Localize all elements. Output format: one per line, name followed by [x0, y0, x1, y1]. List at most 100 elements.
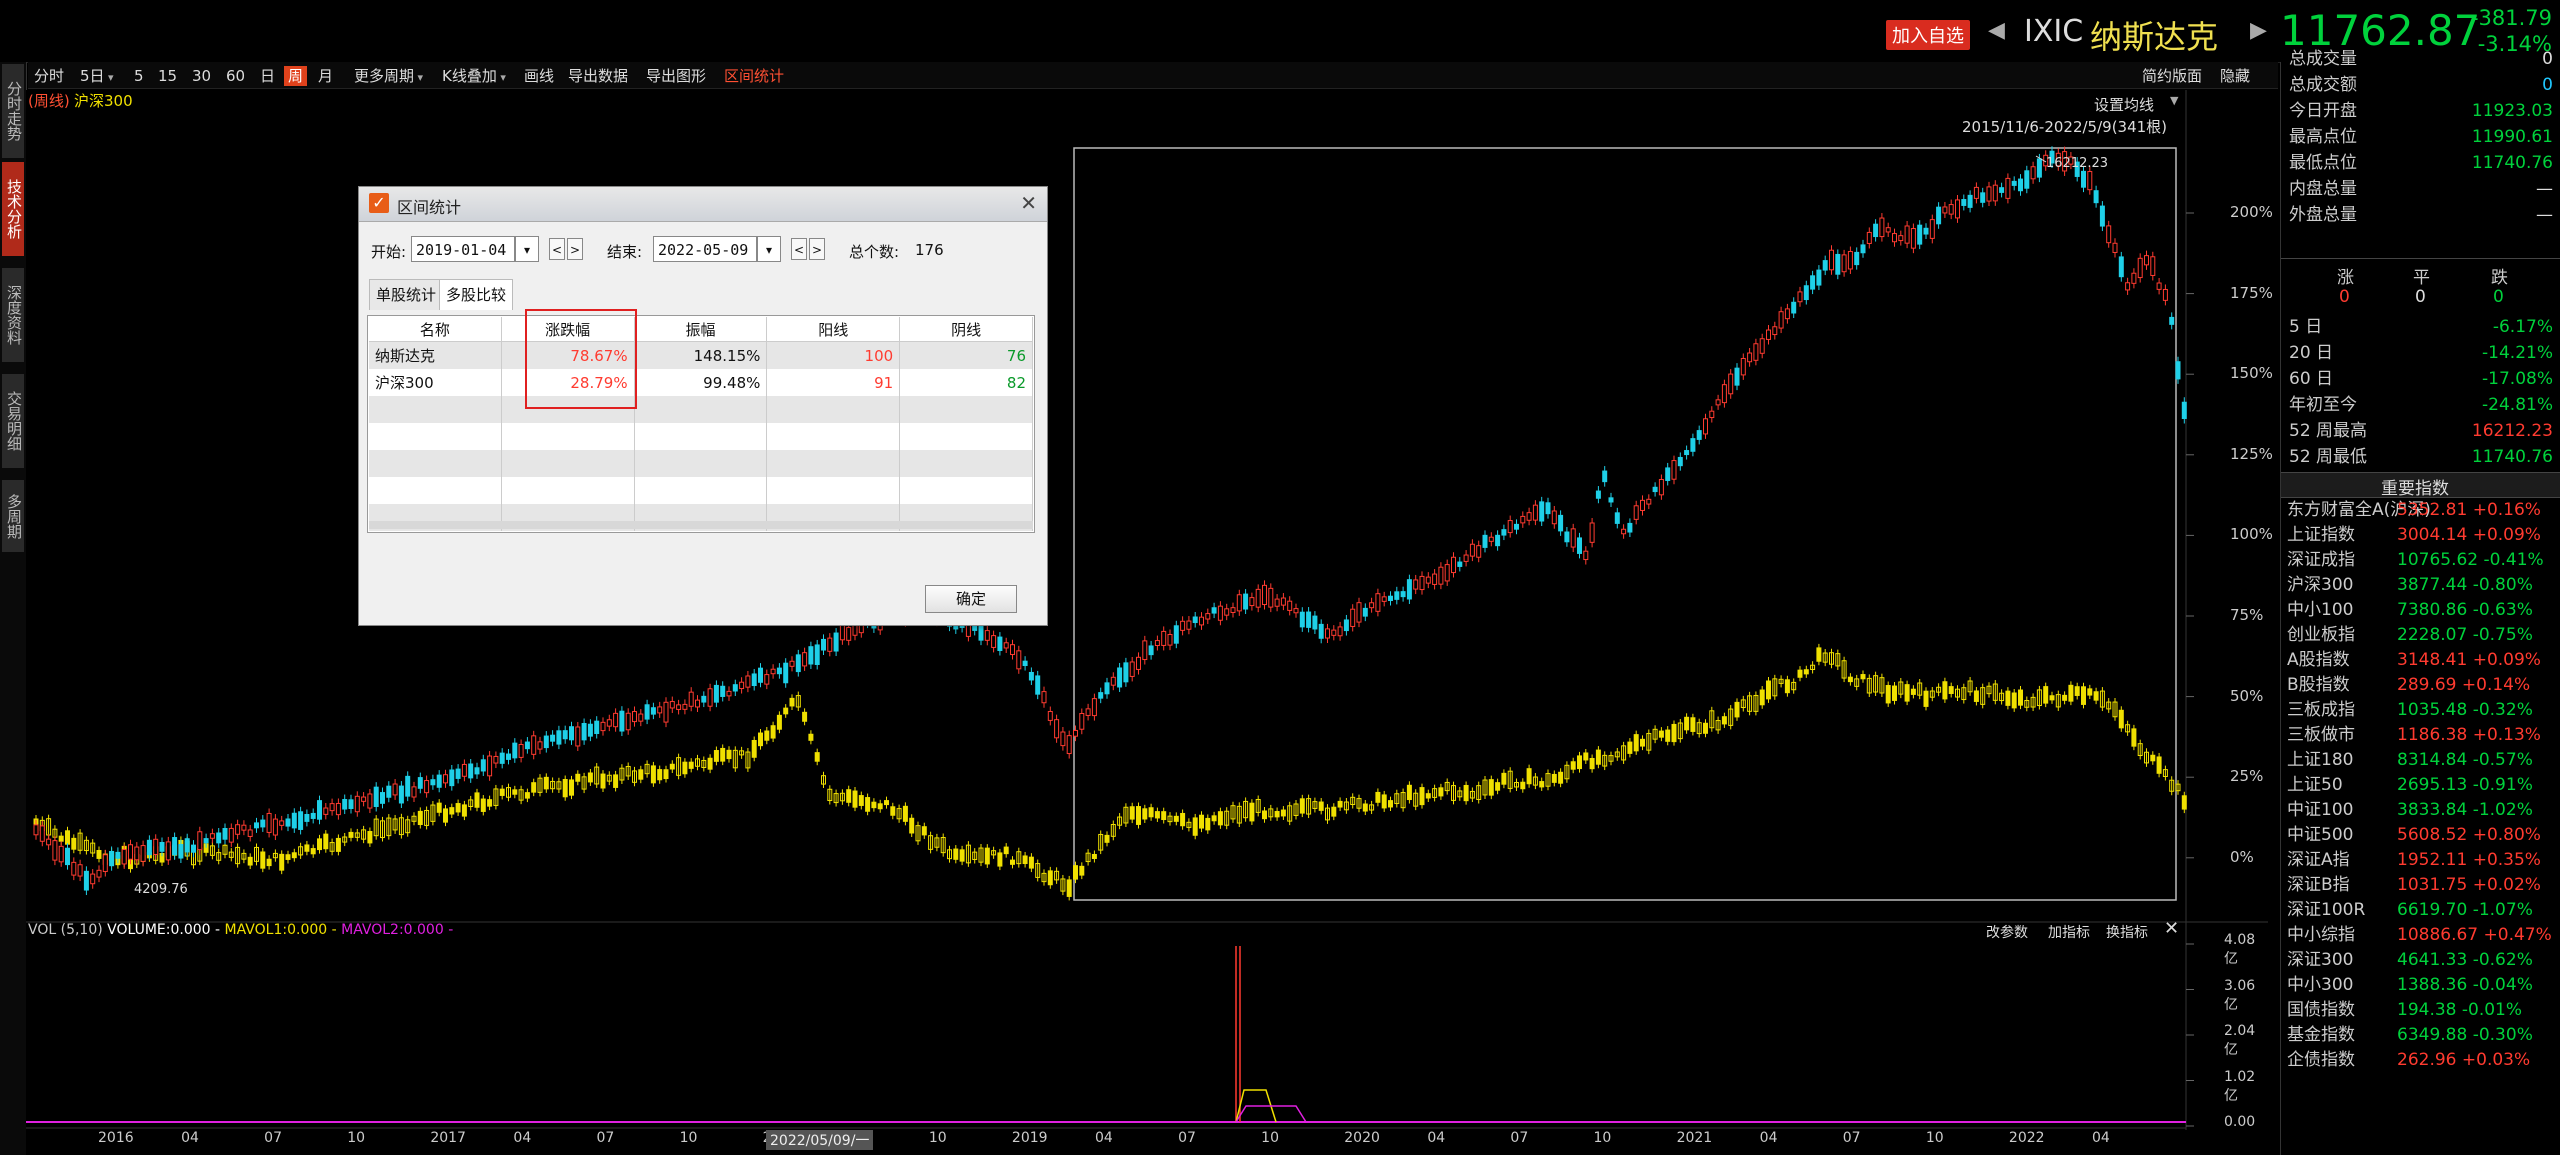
- candle: [2055, 152, 2061, 167]
- overlay-candle: [1268, 808, 1274, 818]
- candle: [632, 711, 637, 723]
- candle: [808, 646, 814, 665]
- overlay-candle: [373, 818, 379, 837]
- range-stats-dialog: ✓ 区间统计 ✕ 开始: 2019-01-04 ▾ < > 结束: 2022-0…: [358, 186, 1048, 626]
- col-change[interactable]: 涨跌幅: [501, 317, 635, 342]
- hide-button[interactable]: 隐藏: [2220, 67, 2251, 85]
- tab-depth[interactable]: 深度资料: [2, 268, 24, 362]
- index-row[interactable]: 企债指数 262.96 +0.03%: [2287, 1048, 2557, 1073]
- change-pct: -3.14%: [2477, 32, 2552, 56]
- tab-trades[interactable]: 交易明细: [2, 374, 24, 468]
- overlay-candle: [1558, 771, 1564, 784]
- kline-overlay-menu[interactable]: K线叠加: [438, 66, 510, 86]
- dialog-titlebar[interactable]: ✓ 区间统计 ✕: [359, 187, 1047, 222]
- index-row[interactable]: 创业板指 2228.07 -0.75%: [2287, 623, 2557, 648]
- index-row[interactable]: 上证指数 3004.14 +0.09%: [2287, 523, 2557, 548]
- draw-line-button[interactable]: 画线: [524, 67, 555, 85]
- tab-technical[interactable]: 技术分析: [2, 162, 24, 256]
- period-60min[interactable]: 60: [226, 67, 246, 85]
- overlay-candle: [613, 774, 619, 788]
- col-amplitude[interactable]: 振幅: [634, 317, 768, 342]
- overlay-candle: [1091, 853, 1097, 860]
- index-row[interactable]: 中小综指 10886.67 +0.47%: [2287, 923, 2557, 948]
- table-row[interactable]: 纳斯达克 78.67% 148.15% 100 76: [369, 341, 1033, 369]
- period-5min[interactable]: 5: [134, 67, 144, 85]
- start-date-input[interactable]: 2019-01-04: [411, 236, 515, 262]
- tab-single-stats[interactable]: 单股统计: [369, 279, 444, 310]
- export-data-button[interactable]: 导出数据: [568, 67, 629, 85]
- overlay-candle: [1362, 803, 1368, 812]
- index-row[interactable]: 深证B指 1031.75 +0.02%: [2287, 873, 2557, 898]
- prev-stock-icon[interactable]: ◀: [1988, 18, 2005, 43]
- overlay-candle: [1104, 834, 1110, 843]
- index-row[interactable]: 深证100R 6619.70 -1.07%: [2287, 898, 2557, 923]
- index-row[interactable]: B股指数 289.69 +0.14%: [2287, 673, 2557, 698]
- more-periods-menu[interactable]: 更多周期: [350, 66, 427, 86]
- end-prev-button[interactable]: <: [791, 238, 807, 260]
- export-image-button[interactable]: 导出图形: [646, 67, 707, 85]
- end-date-input[interactable]: 2022-05-09: [653, 236, 757, 262]
- index-row[interactable]: 上证50 2695.13 -0.91%: [2287, 773, 2557, 798]
- next-stock-icon[interactable]: ▶: [2250, 18, 2267, 43]
- index-row[interactable]: 三板做市 1186.38 +0.13%: [2287, 723, 2557, 748]
- index-row[interactable]: 中小100 7380.86 -0.63%: [2287, 598, 2557, 623]
- period-week[interactable]: 周: [284, 66, 308, 86]
- index-name: B股指数: [2287, 675, 2350, 695]
- index-row[interactable]: 国债指数 194.38 -0.01%: [2287, 998, 2557, 1023]
- candle: [2068, 156, 2074, 165]
- change-params-button[interactable]: 改参数: [1986, 925, 2028, 941]
- index-row[interactable]: 深证成指 10765.62 -0.41%: [2287, 548, 2557, 573]
- index-row[interactable]: 深证A指 1952.11 +0.35%: [2287, 848, 2557, 873]
- tab-multi-compare[interactable]: 多股比较: [439, 279, 514, 310]
- ma-dropdown-icon[interactable]: ▼: [2170, 94, 2179, 107]
- candle: [789, 660, 795, 667]
- col-name[interactable]: 名称: [369, 317, 502, 342]
- index-row[interactable]: 三板成指 1035.48 -0.32%: [2287, 698, 2557, 723]
- index-row[interactable]: 沪深300 3877.44 -0.80%: [2287, 573, 2557, 598]
- side-tabs: 分时走势 技术分析 深度资料 交易明细 多周期: [0, 62, 27, 1155]
- col-down[interactable]: 阴线: [899, 317, 1033, 342]
- table-row[interactable]: 沪深300 28.79% 99.48% 91 82: [369, 369, 1033, 396]
- period-5day[interactable]: 5日: [76, 66, 118, 86]
- index-row[interactable]: 深证300 4641.33 -0.62%: [2287, 948, 2557, 973]
- simple-layout-button[interactable]: 简约版面: [2142, 67, 2203, 85]
- set-ma-button[interactable]: 设置均线: [2094, 96, 2155, 114]
- ok-button[interactable]: 确定: [925, 585, 1017, 613]
- index-row[interactable]: 上证180 8314.84 -0.57%: [2287, 748, 2557, 773]
- period-timeshare[interactable]: 分时: [34, 67, 65, 85]
- add-favorite-button[interactable]: 加入自选: [1886, 20, 1970, 50]
- start-calendar-icon[interactable]: ▾: [515, 236, 539, 262]
- index-row[interactable]: A股指数 3148.41 +0.09%: [2287, 648, 2557, 673]
- switch-indicator-button[interactable]: 换指标: [2106, 925, 2148, 941]
- start-prev-button[interactable]: <: [549, 238, 565, 260]
- candle: [682, 703, 688, 710]
- x-tick-label: 07: [596, 1130, 615, 1146]
- overlay-candle: [625, 765, 631, 777]
- x-tick-label: 04: [1759, 1130, 1778, 1146]
- overlay-candle: [959, 849, 965, 862]
- col-up[interactable]: 阳线: [766, 317, 901, 342]
- tab-multiperiod[interactable]: 多周期: [2, 480, 24, 552]
- index-row[interactable]: 基金指数 6349.88 -0.30%: [2287, 1023, 2557, 1048]
- close-indicator-icon[interactable]: ✕: [2164, 918, 2180, 939]
- index-row[interactable]: 中证100 3833.84 -1.02%: [2287, 798, 2557, 823]
- index-row[interactable]: 东方财富全A(沪深) 5352.81 +0.16%: [2287, 498, 2557, 523]
- end-calendar-icon[interactable]: ▾: [757, 236, 781, 262]
- table-scrollbar[interactable]: [369, 521, 1033, 529]
- candle: [701, 695, 707, 703]
- stat-label: 外盘总量: [2289, 205, 2357, 225]
- add-indicator-button[interactable]: 加指标: [2048, 925, 2090, 941]
- overlay-candle: [1999, 692, 2005, 702]
- tab-timeshare[interactable]: 分时走势: [2, 64, 24, 158]
- period-30min[interactable]: 30: [192, 67, 212, 85]
- period-month[interactable]: 月: [318, 67, 334, 85]
- period-day[interactable]: 日: [260, 67, 276, 85]
- end-next-button[interactable]: >: [809, 238, 825, 260]
- index-row[interactable]: 中证500 5608.52 +0.80%: [2287, 823, 2557, 848]
- period-15min[interactable]: 15: [158, 67, 178, 85]
- range-stats-button[interactable]: 区间统计: [724, 67, 785, 85]
- index-row[interactable]: 中小300 1388.36 -0.04%: [2287, 973, 2557, 998]
- range-selection[interactable]: [1073, 147, 2177, 901]
- start-next-button[interactable]: >: [567, 238, 583, 260]
- dialog-close-icon[interactable]: ✕: [1020, 191, 1037, 215]
